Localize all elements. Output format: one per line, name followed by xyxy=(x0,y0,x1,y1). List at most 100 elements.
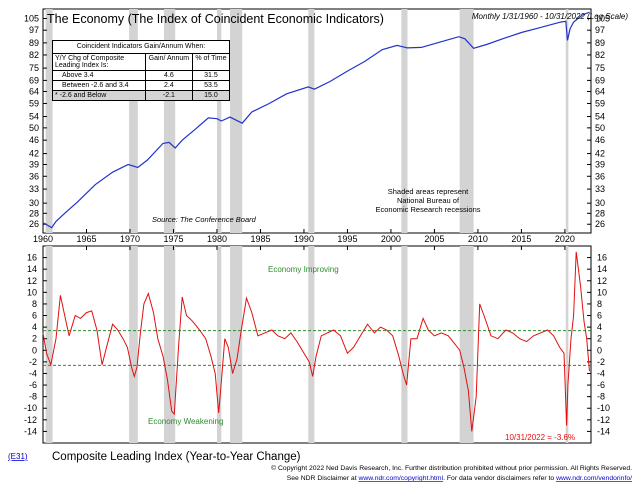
copyright-text: © Copyright 2022 Ned Davis Research, Inc… xyxy=(271,464,632,472)
x-tick-label: 1990 xyxy=(294,234,314,244)
x-tick-label: 1970 xyxy=(120,234,140,244)
recession-band xyxy=(216,246,222,443)
disclaimer-line: See NDR Disclaimer at www.ndr.com/copyri… xyxy=(287,475,632,482)
y-tick-label: -8 xyxy=(597,392,605,402)
y-tick-label: -2 xyxy=(29,357,37,367)
y-tick-label: 69 xyxy=(595,75,605,85)
recession-band xyxy=(45,9,53,233)
y-tick-label: 46 xyxy=(29,135,39,145)
stats-table-heading: Coincident Indicators Gain/Annum When: xyxy=(53,41,229,54)
y-tick-label: 14 xyxy=(597,264,607,274)
row-label: Above 3.4 xyxy=(62,72,94,79)
x-tick-label: 1980 xyxy=(207,234,227,244)
y-tick-label: 50 xyxy=(29,123,39,133)
y-tick-label: 33 xyxy=(29,184,39,194)
y-tick-label: -10 xyxy=(24,403,37,413)
bottom-recession-bands xyxy=(45,246,569,443)
y-tick-label: 64 xyxy=(595,86,605,96)
y-tick-label: 42 xyxy=(29,149,39,159)
col-header-gain: Gain/ Annum xyxy=(145,54,193,71)
y-tick-label: -6 xyxy=(597,380,605,390)
y-tick-label: 28 xyxy=(595,208,605,218)
y-tick-label: 30 xyxy=(595,198,605,208)
recession-band xyxy=(459,9,474,233)
vendor-link[interactable]: www.ndr.com/vendorinfo/ xyxy=(555,475,632,482)
y-tick-label: 6 xyxy=(32,311,37,321)
table-row: Between -2.6 and 3.4 2.4 53.5 xyxy=(53,80,229,91)
y-tick-label: 33 xyxy=(595,184,605,194)
y-tick-label: -6 xyxy=(29,380,37,390)
y-tick-label: 28 xyxy=(29,208,39,218)
disclaimer-text-a: See NDR Disclaimer at xyxy=(287,475,357,482)
y-tick-label: -14 xyxy=(597,426,610,436)
x-axis: 1960 1965 1970 1975 1980 1985 1990 1995 2000 2005… xyxy=(33,229,575,250)
y-tick-label: -12 xyxy=(24,415,37,425)
y-tick-label: -10 xyxy=(597,403,610,413)
last-value-label: 10/31/2022 = -3.6% xyxy=(505,433,575,442)
x-tick-label: 2010 xyxy=(468,234,488,244)
y-tick-label: 82 xyxy=(29,50,39,60)
y-tick-label: 36 xyxy=(29,171,39,181)
coincident-index-line xyxy=(42,11,590,229)
recession-band xyxy=(230,246,243,443)
disclaimer-text-b: . For data vendor disclaimers refer to xyxy=(443,475,554,482)
y-tick-label: 105 xyxy=(595,14,610,24)
y-tick-label: 14 xyxy=(27,264,37,274)
top-chart-subtitle: Monthly 1/31/1960 - 10/31/2022 (Log Scal… xyxy=(472,12,628,21)
y-tick-label: -4 xyxy=(29,368,37,378)
recession-band xyxy=(401,9,408,233)
row-gain: 2.4 xyxy=(145,80,193,91)
copyright-link[interactable]: www.ndr.com/copyright.html xyxy=(357,475,443,482)
x-tick-label: 1965 xyxy=(76,234,96,244)
recession-band xyxy=(401,246,408,443)
x-tick-label: 2015 xyxy=(511,234,531,244)
y-tick-label: 42 xyxy=(595,149,605,159)
bottom-panel-frame xyxy=(42,245,592,444)
y-tick-label: 12 xyxy=(27,276,37,286)
y-tick-label: 26 xyxy=(29,219,39,229)
footer-code[interactable]: (E31) xyxy=(8,452,28,461)
shaded-note-line-2: National Bureau of xyxy=(397,196,460,205)
top-chart-title: The Economy (The Index of Coincident Eco… xyxy=(47,12,384,26)
y-tick-label: 12 xyxy=(597,276,607,286)
bottom-chart-title: Composite Leading Index (Year-to-Year Ch… xyxy=(52,451,301,463)
table-row: * -2.6 and Below -2.1 15.0 xyxy=(53,90,229,100)
y-tick-label: 89 xyxy=(29,38,39,48)
y-tick-label: 4 xyxy=(32,322,37,332)
recession-band xyxy=(129,9,138,233)
y-tick-label: 54 xyxy=(595,112,605,122)
row-label: * -2.6 and Below xyxy=(53,90,146,100)
recession-band xyxy=(565,246,569,443)
row-pct: 31.5 xyxy=(191,70,229,81)
improving-label: Economy Improving xyxy=(268,265,339,274)
y-tick-label: 54 xyxy=(29,112,39,122)
recession-band xyxy=(459,246,474,443)
y-tick-label: 97 xyxy=(595,25,605,35)
y-tick-label: 0 xyxy=(597,345,602,355)
shaded-note-line-3: Economic Research recessions xyxy=(375,205,480,214)
y-tick-label: 64 xyxy=(29,86,39,96)
weakening-label: Economy Weakening xyxy=(148,417,223,426)
y-tick-label: 30 xyxy=(29,198,39,208)
row-gain: 4.6 xyxy=(145,70,193,81)
y-tick-label: 8 xyxy=(597,299,602,309)
y-tick-label: -8 xyxy=(29,392,37,402)
recession-band xyxy=(163,246,176,443)
recession-band xyxy=(163,9,176,233)
y-tick-label: 97 xyxy=(29,25,39,35)
stats-table-grid: Y/Y Chg of Composite Leading Index Is: G… xyxy=(53,54,229,100)
y-tick-label: 82 xyxy=(595,50,605,60)
x-tick-label: 2020 xyxy=(555,234,575,244)
col-header-pct: % of Time xyxy=(191,54,229,71)
y-tick-label: 89 xyxy=(595,38,605,48)
y-tick-label: 36 xyxy=(595,171,605,181)
y-tick-label: 10 xyxy=(27,287,37,297)
y-tick-label: -2 xyxy=(597,357,605,367)
y-tick-label: 59 xyxy=(29,98,39,108)
x-tick-label: 1975 xyxy=(163,234,183,244)
shaded-note-line-1: Shaded areas represent xyxy=(388,187,469,196)
row-gain: -2.1 xyxy=(145,90,193,100)
